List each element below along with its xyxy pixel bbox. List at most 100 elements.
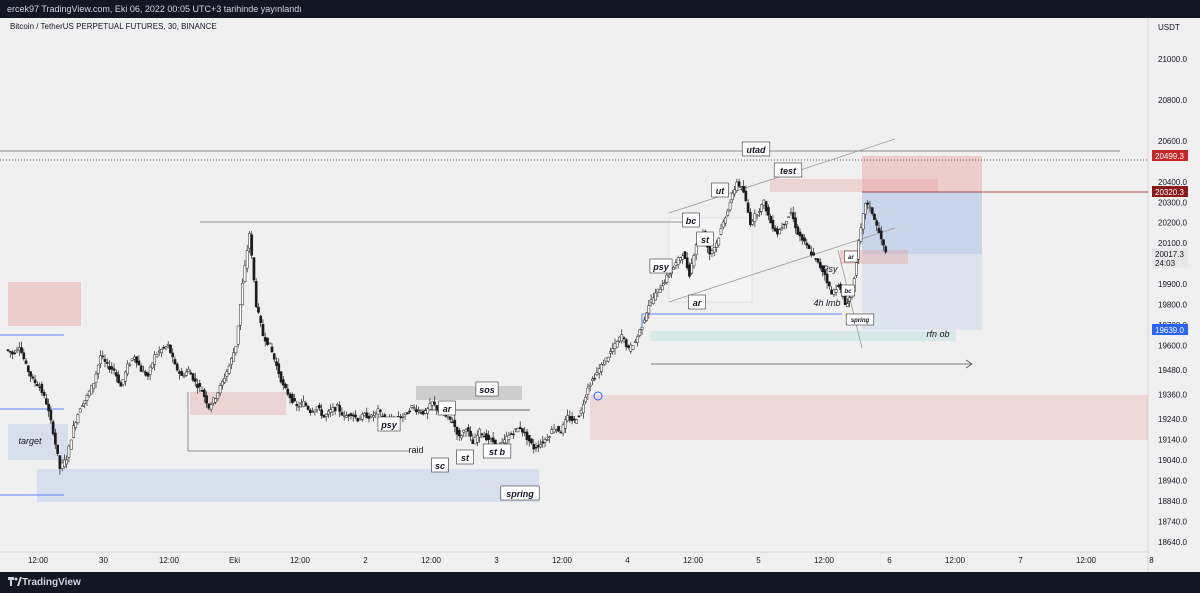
candle-down — [534, 446, 538, 449]
candle-down — [318, 404, 321, 409]
y-tick-label: 18740.0 — [1158, 518, 1187, 527]
x-tick-label: 12:00 — [683, 556, 704, 565]
candles-layer — [6, 178, 888, 475]
candle-up — [604, 357, 608, 362]
y-tick-label: 18640.0 — [1158, 538, 1187, 547]
candle-up — [864, 203, 867, 215]
candle-down — [333, 406, 337, 412]
y-tick-label: 20800.0 — [1158, 96, 1187, 105]
candle-up — [153, 354, 157, 365]
candle-up — [760, 204, 763, 212]
candle-up — [223, 377, 226, 383]
price-labels: 20499.3 20320.3 20017.324:03 19639.0 — [1152, 150, 1188, 335]
candle-up — [130, 358, 134, 361]
candle-up — [74, 422, 78, 428]
x-tick-label: 12:00 — [814, 556, 835, 565]
candle-down — [812, 252, 815, 256]
candle-down — [453, 419, 457, 427]
candle-down — [482, 435, 486, 438]
candle-up — [331, 407, 335, 412]
candle-down — [29, 371, 32, 377]
y-tick-label: 19800.0 — [1158, 301, 1187, 310]
publish-header: ercek97 TradingView.com, Eki 06, 2022 00… — [0, 0, 1200, 18]
candle-up — [514, 428, 518, 430]
candle-down — [688, 264, 691, 277]
candle-down — [485, 433, 488, 441]
y-tick-label: 19140.0 — [1158, 436, 1187, 445]
candle-down — [137, 360, 141, 366]
candle-up — [507, 434, 511, 440]
candle-down — [827, 281, 831, 287]
candle-up — [672, 267, 675, 270]
candle-up — [855, 262, 858, 276]
candle-down — [205, 395, 208, 404]
price-label-bg — [1152, 248, 1188, 259]
candle-up — [552, 428, 556, 433]
candle-up — [629, 344, 633, 352]
candle-down — [309, 409, 312, 413]
candle-down — [196, 383, 199, 388]
candle-up — [633, 341, 637, 343]
candle-up — [645, 312, 648, 321]
candle-down — [288, 393, 292, 399]
arrow-head — [965, 359, 973, 369]
candle-down — [518, 426, 522, 429]
candle-down — [737, 181, 741, 187]
candle-down — [198, 383, 202, 387]
annotation-label: sos — [479, 385, 495, 395]
candle-down — [776, 228, 779, 235]
candle-down — [408, 410, 411, 413]
candle-down — [349, 413, 353, 416]
candle-down — [320, 409, 323, 416]
candle-up — [123, 371, 127, 382]
x-tick-label: Eki — [229, 556, 240, 565]
annotation-label: sc — [435, 461, 445, 471]
candle-up — [403, 412, 407, 415]
annotation-label: ar — [443, 404, 452, 414]
candle-up — [712, 247, 716, 253]
candle-up — [516, 428, 520, 433]
footer-brand: TradingView — [22, 577, 81, 588]
candle-up — [733, 189, 736, 195]
candle-down — [304, 402, 308, 407]
candle-up — [710, 250, 714, 254]
candle-down — [421, 410, 425, 415]
candle-up — [613, 343, 617, 349]
candle-up — [859, 227, 863, 242]
candle-up — [236, 325, 240, 345]
candle-down — [162, 347, 166, 349]
candle-down — [270, 346, 274, 353]
candle-down — [45, 398, 48, 405]
candle-up — [128, 363, 132, 366]
candle-up — [299, 402, 303, 405]
candle-down — [457, 430, 461, 437]
candle-up — [755, 214, 759, 217]
candle-down — [266, 337, 269, 345]
candle-up — [778, 229, 782, 235]
annotation-box — [845, 313, 875, 326]
candle-up — [588, 384, 592, 387]
candle-up — [735, 181, 739, 191]
candle-up — [739, 186, 743, 188]
candle-down — [108, 366, 111, 370]
candle-down — [207, 403, 211, 409]
candle-up — [595, 372, 599, 375]
x-tick-label: 8 — [1149, 556, 1154, 565]
candle-down — [22, 352, 26, 360]
candle-up — [868, 206, 872, 209]
candle-down — [593, 377, 597, 380]
candle-up — [642, 319, 646, 323]
price-label-bg — [1152, 186, 1188, 197]
candle-down — [415, 409, 418, 413]
candle-down — [512, 433, 515, 436]
candle-up — [505, 436, 509, 444]
candle-down — [193, 378, 197, 382]
candle-up — [313, 409, 317, 413]
candle-down — [570, 415, 574, 422]
candle-down — [49, 409, 53, 421]
candle-down — [105, 362, 109, 364]
candle-up — [342, 415, 346, 417]
candle-up — [692, 255, 696, 267]
chart-area[interactable]: target raid psy ar sc st st b sos spring psy ar bc s… — [0, 18, 1200, 572]
